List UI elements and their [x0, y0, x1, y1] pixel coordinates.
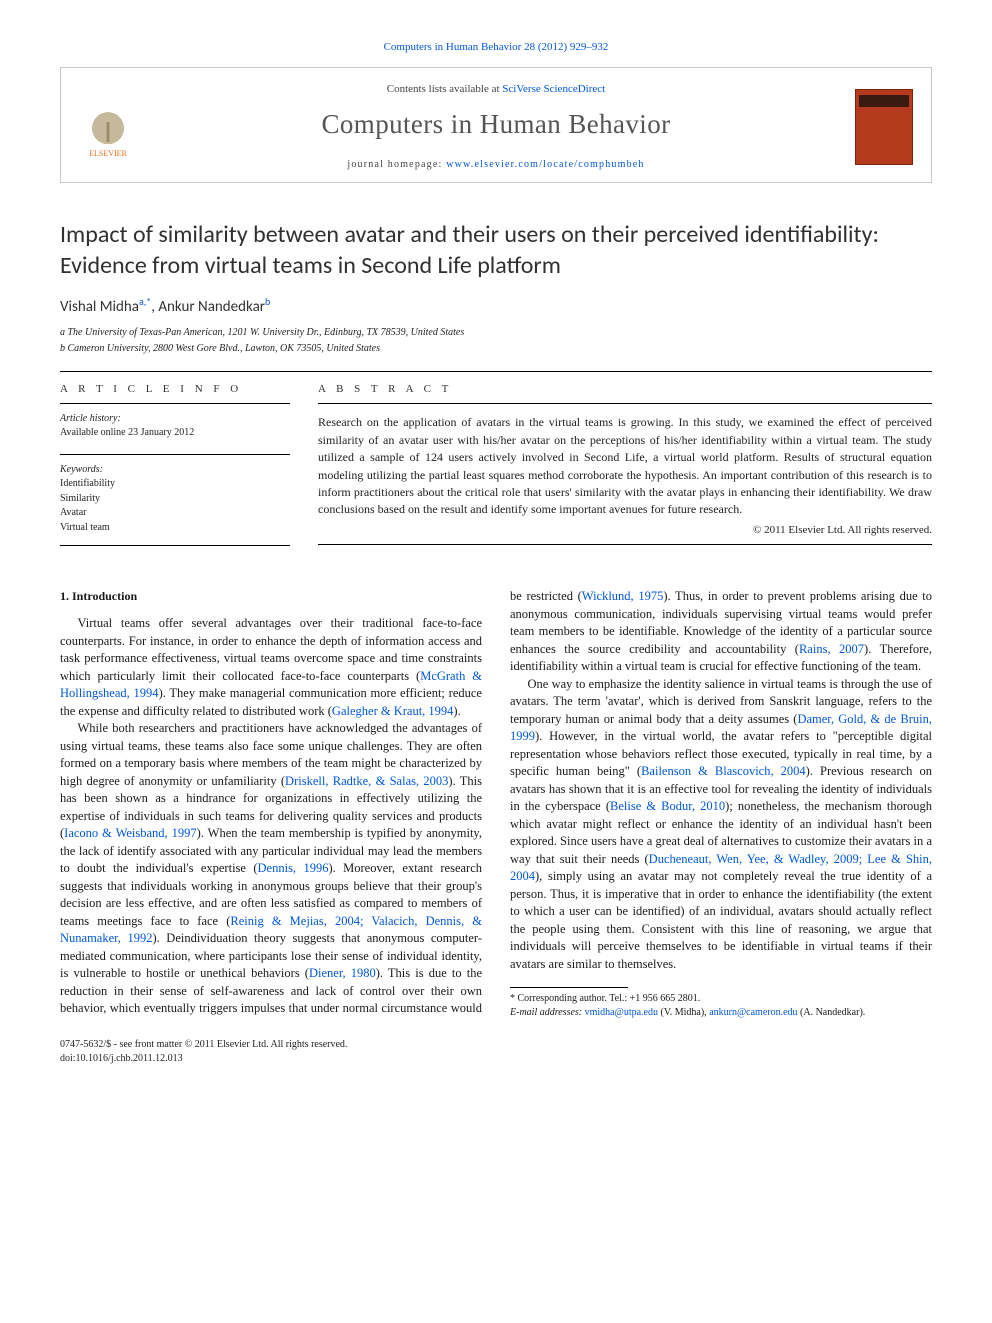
footer-meta: 0747-5632/$ - see front matter © 2011 El… [60, 1038, 932, 1066]
body-columns: 1. Introduction Virtual teams offer seve… [60, 588, 932, 1020]
abstract-bottom-divider [318, 544, 932, 545]
footnote-emails: E-mail addresses: vmidha@utpa.edu (V. Mi… [510, 1006, 932, 1020]
t: ), simply using an avatar may not comple… [510, 869, 932, 971]
homepage-link[interactable]: www.elsevier.com/locate/comphumbeh [446, 159, 644, 170]
affiliation-a: a The University of Texas-Pan American, … [60, 326, 932, 341]
cite-link[interactable]: Driskell, Radtke, & Salas, 2003 [285, 774, 448, 788]
footer-issn: 0747-5632/$ - see front matter © 2011 El… [60, 1038, 932, 1052]
info-abstract-row: A R T I C L E I N F O Article history: A… [60, 371, 932, 546]
t: (V. Midha), [658, 1007, 709, 1018]
author-2-sup[interactable]: b [265, 295, 270, 308]
abstract-copyright: © 2011 Elsevier Ltd. All rights reserved… [318, 523, 932, 538]
journal-header-box: ELSEVIER Contents lists available at Sci… [60, 67, 932, 182]
keyword-item: Virtual team [60, 521, 290, 536]
homepage-line: journal homepage: www.elsevier.com/locat… [155, 158, 837, 172]
t: ). [453, 704, 460, 718]
cite-link[interactable]: Iacono & Weisband, 1997 [64, 826, 196, 840]
keyword-item: Identifiability [60, 477, 290, 492]
body-para-1: Virtual teams offer several advantages o… [60, 615, 482, 720]
history-text: Available online 23 January 2012 [60, 426, 290, 440]
authors-line: Vishal Midhaa,*, Ankur Nandedkarb [60, 295, 932, 318]
article-info-heading: A R T I C L E I N F O [60, 372, 290, 404]
elsevier-tree-icon [86, 104, 130, 148]
email-label: E-mail addresses: [510, 1007, 582, 1018]
cite-link[interactable]: Galegher & Kraut, 1994 [332, 704, 454, 718]
keyword-item: Avatar [60, 506, 290, 521]
article-info-col: A R T I C L E I N F O Article history: A… [60, 372, 290, 546]
cite-link[interactable]: Bailenson & Blascovich, 2004 [641, 764, 806, 778]
journal-name: Computers in Human Behavior [155, 106, 837, 144]
body-para-3: One way to emphasize the identity salien… [510, 676, 932, 974]
keyword-item: Similarity [60, 492, 290, 507]
email-link-1[interactable]: vmidha@utpa.edu [585, 1007, 658, 1018]
cite-link[interactable]: Dennis, 1996 [258, 861, 329, 875]
info-divider [60, 454, 290, 455]
contents-prefix: Contents lists available at [387, 83, 502, 95]
sciencedirect-link[interactable]: SciVerse ScienceDirect [502, 83, 605, 95]
footer-doi: doi:10.1016/j.chb.2011.12.013 [60, 1052, 932, 1066]
article-title: Impact of similarity between avatar and … [60, 219, 932, 281]
journal-cover-thumb [855, 89, 913, 165]
section-1-heading: 1. Introduction [60, 588, 482, 605]
abstract-heading: A B S T R A C T [318, 372, 932, 404]
email-link-2[interactable]: ankurn@cameron.edu [709, 1007, 797, 1018]
author-2: , Ankur Nandedkar [151, 298, 265, 316]
author-1: Vishal Midha [60, 298, 139, 316]
elsevier-logo: ELSEVIER [79, 95, 137, 159]
contents-line: Contents lists available at SciVerse Sci… [155, 82, 837, 97]
abstract-text: Research on the application of avatars i… [318, 412, 932, 518]
info-divider-2 [60, 545, 290, 546]
cite-link[interactable]: Rains, 2007 [799, 642, 864, 656]
footnote-corresponding: * Corresponding author. Tel.: +1 956 665… [510, 992, 932, 1006]
cite-link[interactable]: Diener, 1980 [309, 966, 376, 980]
footnote-sep [510, 987, 628, 988]
affiliation-b: b Cameron University, 2800 West Gore Blv… [60, 342, 932, 357]
publisher-label: ELSEVIER [89, 148, 127, 159]
t: (A. Nandedkar). [798, 1007, 866, 1018]
homepage-prefix: journal homepage: [347, 159, 446, 170]
top-citation[interactable]: Computers in Human Behavior 28 (2012) 92… [60, 40, 932, 55]
keywords-label: Keywords: [60, 463, 290, 477]
history-label: Article history: [60, 412, 290, 426]
cite-link[interactable]: Belise & Bodur, 2010 [610, 799, 725, 813]
author-1-sup[interactable]: a,* [139, 295, 151, 308]
t: Virtual teams offer several advantages o… [60, 616, 482, 683]
cite-link[interactable]: Wicklund, 1975 [582, 589, 664, 603]
header-center: Contents lists available at SciVerse Sci… [155, 82, 837, 171]
abstract-col: A B S T R A C T Research on the applicat… [318, 372, 932, 546]
